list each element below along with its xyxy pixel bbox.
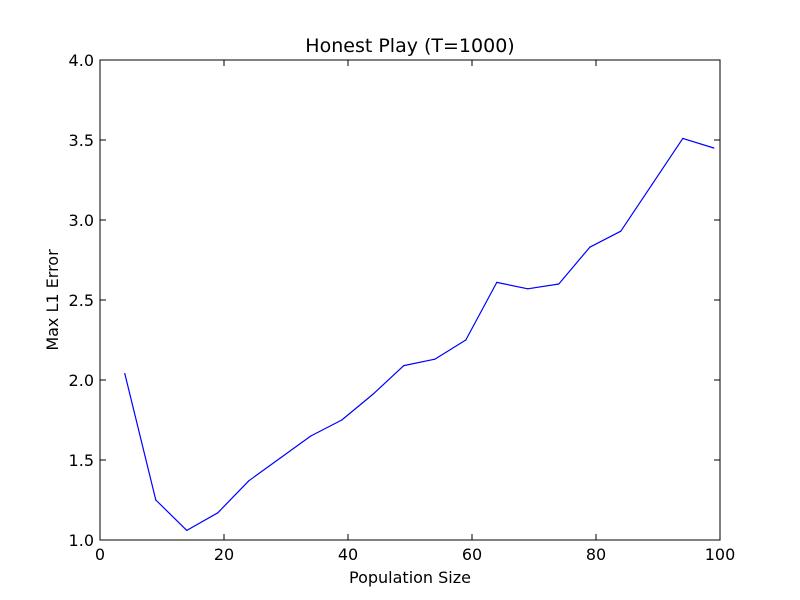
y-axis-label: Max L1 Error <box>43 249 62 351</box>
data-point <box>217 512 219 514</box>
x-tick-label: 0 <box>95 545 105 564</box>
data-point <box>341 419 343 421</box>
data-point <box>527 288 529 290</box>
data-point <box>248 480 250 482</box>
data-point <box>403 365 405 367</box>
data-point <box>434 358 436 360</box>
y-tick-label: 3.0 <box>69 211 94 230</box>
data-point <box>279 457 281 459</box>
data-point <box>372 393 374 395</box>
plot-frame <box>99 59 721 541</box>
x-tick-label: 80 <box>586 545 606 564</box>
data-point <box>682 137 684 139</box>
data-point <box>155 499 157 501</box>
y-tick-label: 1.5 <box>69 451 94 470</box>
x-tick-label: 100 <box>705 545 736 564</box>
y-tick-label: 2.5 <box>69 291 94 310</box>
data-point <box>124 373 126 375</box>
data-point <box>620 230 622 232</box>
y-tick-label: 3.5 <box>69 131 94 150</box>
data-point <box>713 147 715 149</box>
data-point <box>186 529 188 532</box>
data-point <box>651 184 653 186</box>
series-line-0 <box>124 137 714 532</box>
data-point <box>558 283 560 285</box>
data-point <box>310 435 312 437</box>
chart-title: Honest Play (T=1000) <box>305 35 514 57</box>
x-axis-label: Population Size <box>349 568 471 587</box>
y-tick-label: 1.0 <box>69 531 94 550</box>
y-tick-label: 4.0 <box>69 51 94 70</box>
x-tick-label: 20 <box>214 545 234 564</box>
plot-area: 0 20 40 60 80 100 1.0 1.5 2.0 2.5 3.0 3.5 4.0 <box>69 51 736 564</box>
y-tick-label: 2.0 <box>69 371 94 390</box>
data-point <box>465 339 467 341</box>
data-point <box>496 281 498 283</box>
x-tick-label: 60 <box>462 545 482 564</box>
data-point <box>589 246 591 248</box>
x-tick-label: 40 <box>338 545 358 564</box>
